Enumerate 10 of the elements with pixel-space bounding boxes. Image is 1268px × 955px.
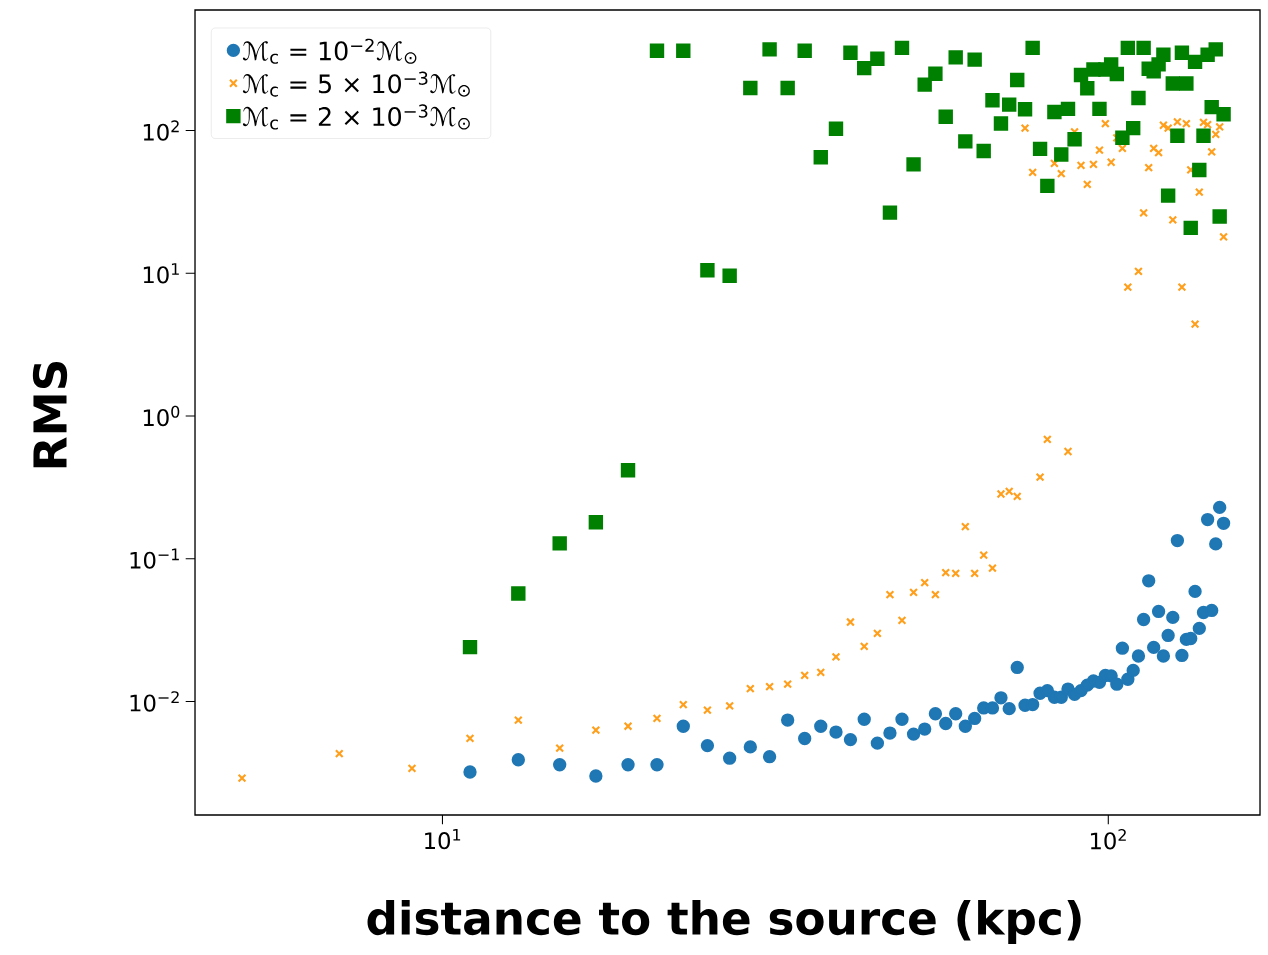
legend-label: ℳ$_{c}$ = 2 × 10$^{−3}$ℳ$_{⊙}$ [242, 104, 470, 130]
y-tick-label: 10$^{0}$ [143, 405, 180, 427]
y-tick-label: 10$^{2}$ [143, 120, 179, 141]
legend-label: ℳ$_{c}$ = 10$^{−2}$ℳ$_{⊙}$ [242, 38, 417, 64]
legend-label: ℳ$_{c}$ = 5 × 10$^{−3}$ℳ$_{⊙}$ [242, 71, 470, 97]
x-axis-title: distance to the source (kpc) [367, 900, 1081, 944]
y-axis-title: RMS [32, 361, 68, 468]
y-tick-label: 10$^{−1}$ [130, 548, 179, 569]
y-tick-label: 10$^{1}$ [143, 263, 179, 284]
y-tick-label: 10$^{−2}$ [130, 691, 179, 712]
